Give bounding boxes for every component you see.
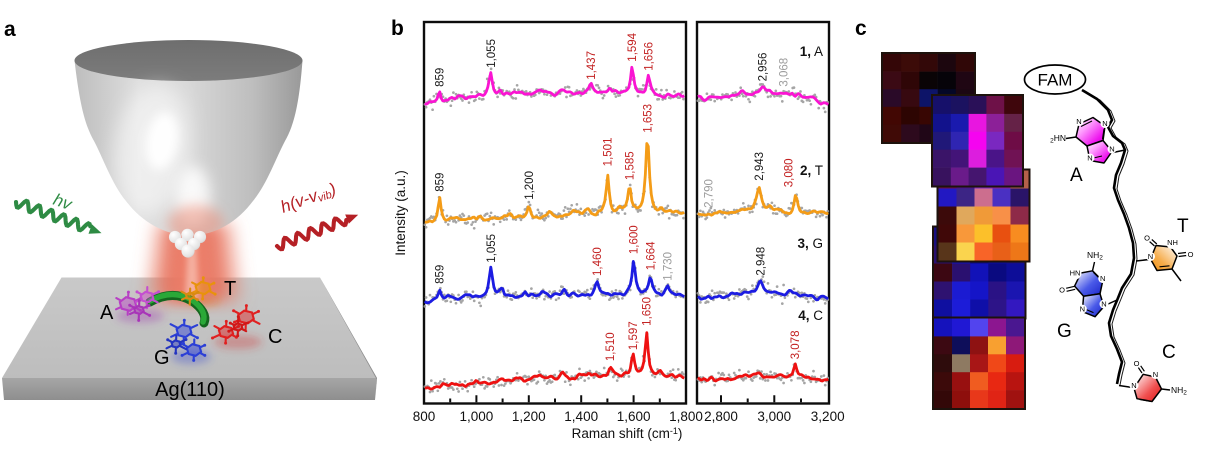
- svg-text:N: N: [1080, 305, 1085, 314]
- svg-text:800: 800: [413, 409, 436, 424]
- svg-text:b: b: [391, 17, 404, 40]
- svg-text:C: C: [268, 326, 282, 348]
- svg-text:3, G: 3, G: [797, 236, 823, 251]
- svg-text:Intensity (a.u.): Intensity (a.u.): [393, 170, 408, 256]
- svg-text:1,055: 1,055: [486, 39, 498, 68]
- svg-text:HN: HN: [1070, 269, 1081, 278]
- svg-text:1, A: 1, A: [800, 44, 823, 59]
- svg-text:2,956: 2,956: [758, 53, 770, 82]
- svg-text:G: G: [1057, 321, 1072, 342]
- svg-text:2,790: 2,790: [703, 179, 715, 208]
- svg-text:859: 859: [435, 68, 447, 87]
- svg-text:T: T: [224, 278, 236, 300]
- svg-text:1,055: 1,055: [486, 234, 498, 263]
- svg-text:3,000: 3,000: [757, 409, 791, 424]
- svg-text:2HN: 2HN: [1050, 133, 1066, 145]
- svg-text:1,200: 1,200: [524, 171, 536, 200]
- svg-text:c: c: [855, 17, 867, 40]
- svg-text:1,460: 1,460: [592, 247, 604, 276]
- svg-text:T: T: [1177, 216, 1189, 237]
- svg-text:3,080: 3,080: [784, 158, 796, 187]
- svg-text:859: 859: [435, 265, 447, 284]
- svg-text:N: N: [1153, 370, 1158, 379]
- svg-text:1,510: 1,510: [605, 332, 617, 361]
- svg-text:3,078: 3,078: [790, 331, 802, 360]
- svg-text:1,400: 1,400: [564, 409, 598, 424]
- svg-text:3,200: 3,200: [811, 409, 845, 424]
- svg-text:1,585: 1,585: [625, 151, 637, 180]
- svg-text:1,800: 1,800: [669, 409, 703, 424]
- svg-text:N: N: [1087, 154, 1092, 163]
- svg-text:N: N: [1109, 145, 1114, 154]
- svg-text:O: O: [1188, 250, 1194, 259]
- svg-text:2,948: 2,948: [756, 247, 768, 276]
- svg-text:1,664: 1,664: [645, 241, 657, 270]
- svg-text:N: N: [1148, 252, 1153, 261]
- svg-text:1,000: 1,000: [460, 409, 494, 424]
- svg-text:N: N: [1101, 300, 1106, 309]
- svg-text:1,730: 1,730: [663, 252, 675, 281]
- svg-text:1,200: 1,200: [512, 409, 546, 424]
- svg-text:NH: NH: [1167, 238, 1178, 247]
- svg-text:a: a: [4, 18, 16, 41]
- svg-text:h(v-vvib): h(v-vvib): [278, 179, 339, 217]
- svg-text:1,437: 1,437: [586, 51, 598, 80]
- svg-text:NH2: NH2: [1087, 250, 1103, 262]
- svg-text:G: G: [154, 347, 170, 369]
- svg-text:1,501: 1,501: [603, 138, 615, 167]
- svg-text:2, T: 2, T: [800, 163, 823, 178]
- svg-text:N: N: [1100, 274, 1105, 283]
- svg-text:2,943: 2,943: [754, 152, 766, 181]
- svg-text:O: O: [1144, 234, 1150, 243]
- svg-text:1,597: 1,597: [628, 321, 640, 350]
- svg-text:A: A: [100, 302, 114, 324]
- svg-text:N: N: [1102, 119, 1107, 128]
- svg-text:C: C: [1162, 342, 1176, 363]
- svg-text:1,650: 1,650: [642, 297, 654, 326]
- svg-text:1,600: 1,600: [629, 225, 641, 254]
- svg-text:N: N: [1131, 381, 1136, 390]
- svg-text:FAM: FAM: [1038, 71, 1073, 90]
- svg-text:1,656: 1,656: [643, 42, 655, 71]
- svg-text:A: A: [1070, 165, 1083, 186]
- svg-text:N: N: [1076, 117, 1081, 126]
- svg-text:1,653: 1,653: [643, 104, 655, 133]
- svg-text:O: O: [1059, 286, 1065, 295]
- svg-text:1,600: 1,600: [617, 409, 651, 424]
- svg-text:859: 859: [435, 173, 447, 192]
- svg-text:Ag(110): Ag(110): [155, 379, 225, 401]
- svg-text:NH2: NH2: [1171, 385, 1187, 397]
- svg-text:4, C: 4, C: [798, 308, 823, 323]
- svg-text:1,594: 1,594: [627, 32, 639, 61]
- svg-text:2,800: 2,800: [704, 409, 738, 424]
- svg-text:O: O: [1134, 359, 1140, 368]
- svg-text:Raman shift (cm-1): Raman shift (cm-1): [572, 426, 683, 441]
- svg-text:3,068: 3,068: [779, 58, 791, 87]
